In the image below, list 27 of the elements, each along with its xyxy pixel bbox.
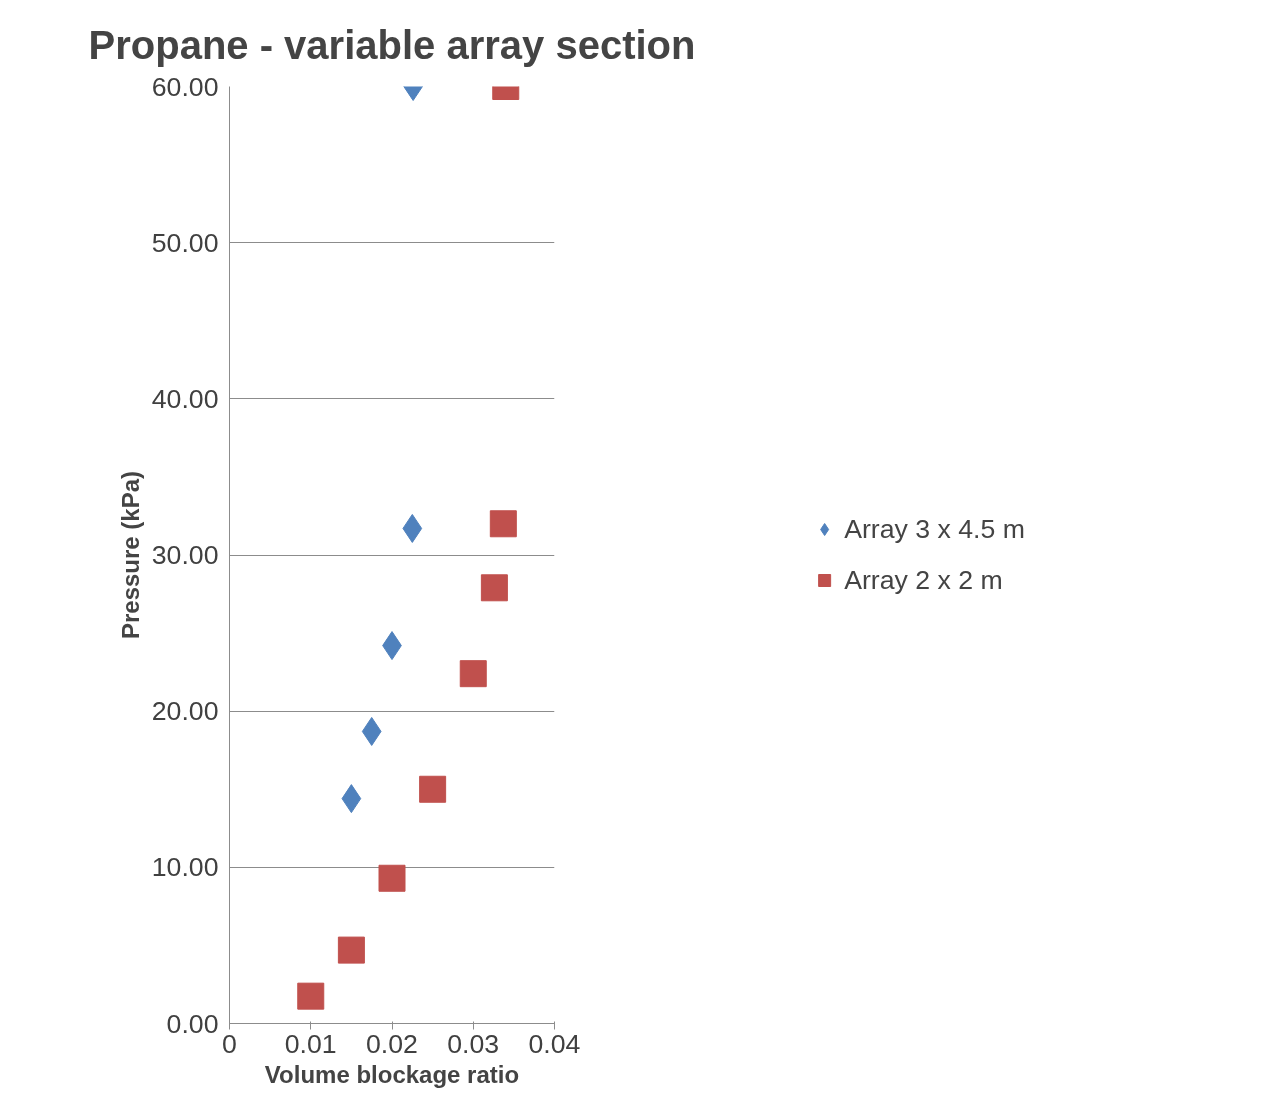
legend-label: Array 2 x 2 m bbox=[844, 564, 1003, 596]
point bbox=[459, 660, 487, 688]
point bbox=[378, 864, 406, 892]
x-axis-title: Volume blockage ratio bbox=[264, 1060, 520, 1088]
y-tick-label: 0.00 bbox=[166, 1008, 219, 1039]
y-tick-label: 20.00 bbox=[151, 696, 219, 727]
x-tick-label: 0.01 bbox=[284, 1028, 337, 1059]
point bbox=[402, 513, 423, 543]
chart-title: Propane - variable array section bbox=[88, 22, 696, 67]
x-tick-label: 0 bbox=[222, 1028, 237, 1059]
x-tick-label: 0.03 bbox=[447, 1028, 500, 1059]
y-tick-label: 50.00 bbox=[151, 227, 219, 258]
point bbox=[297, 982, 325, 1010]
point bbox=[361, 716, 382, 746]
point bbox=[337, 936, 365, 964]
y-tick-label: 40.00 bbox=[151, 383, 219, 414]
point bbox=[419, 775, 447, 803]
y-axis-title: Pressure (kPa) bbox=[116, 470, 144, 640]
y-tick-label: 10.00 bbox=[151, 852, 219, 883]
y-tick-label: 60.00 bbox=[151, 71, 219, 102]
point bbox=[480, 574, 508, 602]
point bbox=[341, 784, 362, 814]
x-tick-label: 0.04 bbox=[528, 1028, 581, 1059]
point bbox=[489, 510, 517, 538]
y-tick-label: 30.00 bbox=[151, 540, 219, 570]
x-tick-label: 0.02 bbox=[366, 1028, 418, 1059]
legend-label: Array 3 x 4.5 m bbox=[844, 513, 1025, 545]
